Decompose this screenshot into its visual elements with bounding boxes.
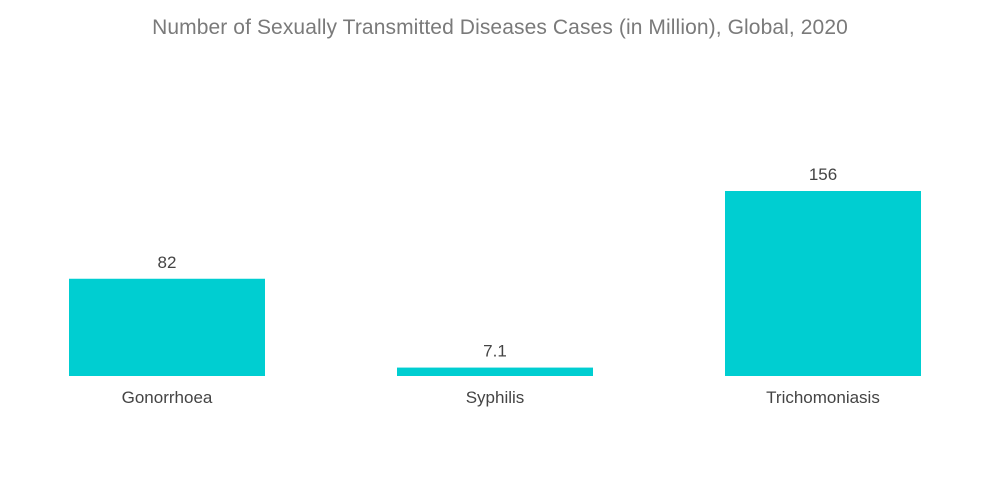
category-label-gonorrhoea: Gonorrhoea bbox=[122, 388, 213, 407]
data-label-syphilis: 7.1 bbox=[483, 342, 507, 361]
chart-title: Number of Sexually Transmitted Diseases … bbox=[152, 16, 848, 39]
bar-trichomoniasis bbox=[725, 191, 921, 376]
category-label-syphilis: Syphilis bbox=[466, 388, 525, 407]
bar-syphilis bbox=[397, 367, 593, 376]
category-label-trichomoniasis: Trichomoniasis bbox=[766, 388, 880, 407]
data-label-gonorrhoea: 82 bbox=[158, 253, 177, 272]
data-label-trichomoniasis: 156 bbox=[809, 165, 837, 184]
bar-gonorrhoea bbox=[69, 278, 265, 376]
